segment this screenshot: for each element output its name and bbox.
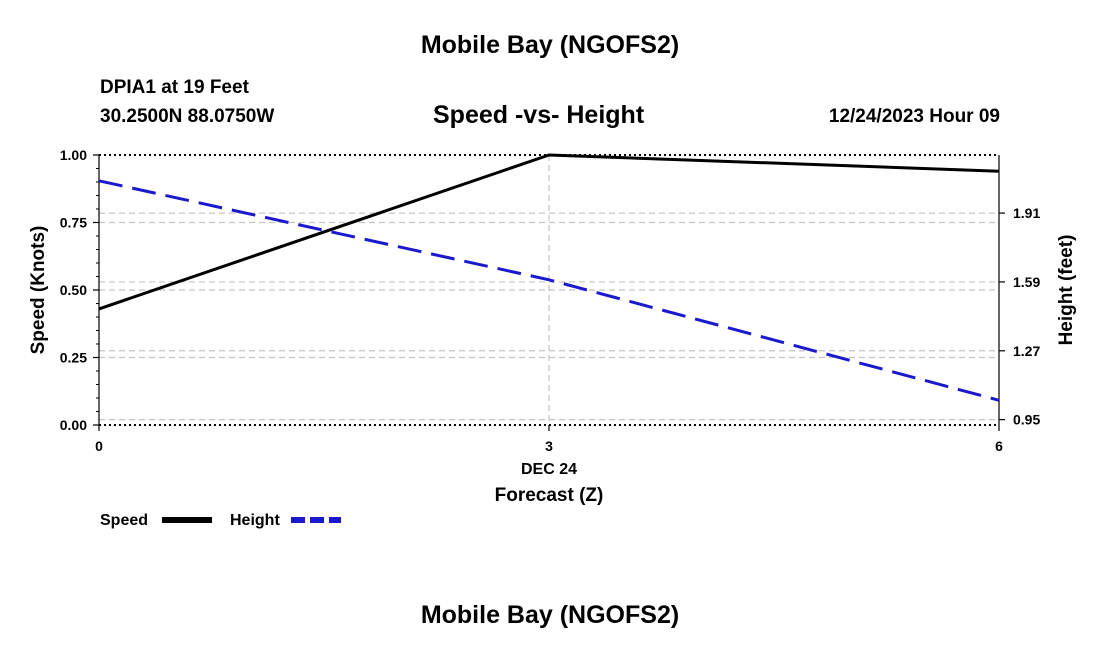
- forecast-date: 12/24/2023 Hour 09: [828, 106, 1000, 127]
- legend-label-speed: Speed: [100, 512, 148, 529]
- x-tick-label: 6: [995, 438, 1003, 454]
- station-coordinates: 30.2500N 88.0750W: [100, 106, 275, 127]
- left-tick-label: 0.75: [60, 215, 87, 231]
- height-series-line: [98, 179, 1000, 402]
- left-tick-label: 0.00: [60, 417, 87, 433]
- page-title: Mobile Bay (NGOFS2): [420, 31, 680, 59]
- chart-title: Speed -vs- Height: [433, 101, 645, 129]
- x-axis-title: Forecast (Z): [495, 485, 604, 506]
- right-tick-label: 1.91: [1013, 205, 1040, 221]
- left-axis-title: Speed (Knots): [28, 226, 49, 355]
- x-sublabel: DEC 24: [521, 461, 577, 478]
- footer-title: Mobile Bay (NGOFS2): [420, 601, 680, 629]
- speed-series-line: [98, 153, 1000, 311]
- right-axis-title: Height (feet): [1056, 235, 1077, 346]
- right-tick-label: 1.27: [1013, 343, 1040, 359]
- left-tick-label: 0.50: [60, 282, 87, 298]
- right-tick-label: 1.59: [1013, 274, 1040, 290]
- x-tick-label: 3: [545, 438, 553, 454]
- x-tick-label: 0: [95, 438, 103, 454]
- legend-label-height: Height: [230, 512, 280, 529]
- left-tick-label: 1.00: [60, 147, 87, 163]
- left-tick-label: 0.25: [60, 350, 87, 366]
- station-label: DPIA1 at 19 Feet: [100, 77, 249, 98]
- right-tick-label: 0.95: [1013, 412, 1040, 428]
